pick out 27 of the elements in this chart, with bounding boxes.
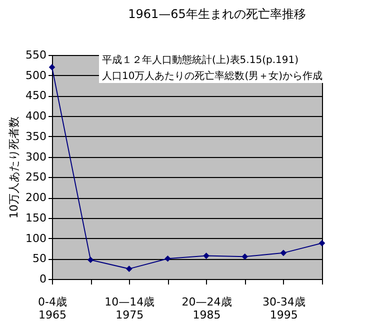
y-tick-label: 200	[26, 191, 46, 204]
y-tick-label: 350	[26, 130, 46, 143]
y-tick-label: 550	[26, 48, 46, 62]
point	[126, 266, 132, 272]
y-tick-label: 0	[40, 272, 46, 286]
y-tick-label: 400	[26, 110, 46, 123]
x-tick-label: 20—24歳 1985	[182, 296, 232, 322]
y-tick-label: 150	[26, 211, 46, 224]
x-tick-label: 0-4歳 1965	[38, 296, 67, 322]
point	[164, 255, 171, 262]
x-tick-label: 30-34歳 1995	[262, 296, 306, 322]
y-tick-label: 300	[26, 150, 46, 164]
y-axis-title: 10万人あたり死者数	[8, 116, 21, 218]
y-tick-label: 450	[26, 89, 46, 102]
chart-title: 1961—65年生まれの死亡率推移	[128, 7, 306, 21]
point	[87, 256, 94, 264]
point	[203, 252, 210, 259]
point	[318, 240, 326, 246]
point	[280, 250, 287, 256]
x-tick-label: 10—14歳 1975	[104, 296, 155, 322]
y-tick-label: 100	[26, 232, 46, 245]
point	[242, 253, 248, 260]
y-tick-label: 50	[32, 252, 46, 266]
y-tick-label: 500	[26, 68, 46, 82]
annotation: 平成１２年人口動態統計(上)表5.15(p.191) 人口10万人あたりの死亡率総数(男＋女)から作成	[102, 54, 323, 82]
y-tick-label: 250	[26, 170, 46, 184]
point	[48, 64, 56, 70]
